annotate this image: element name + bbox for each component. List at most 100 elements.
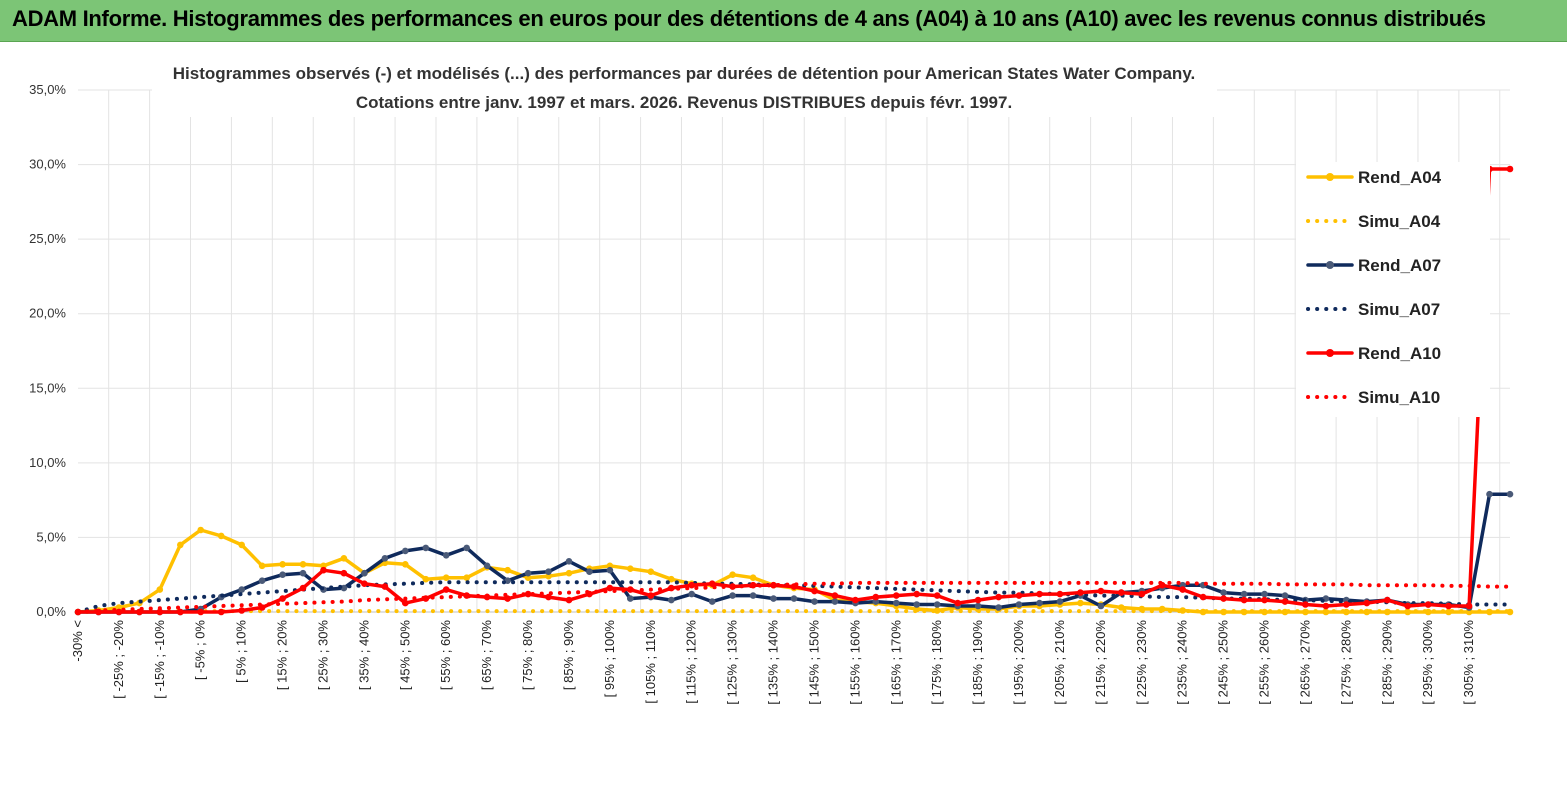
series-Simu_A10 [76,580,1512,614]
x-tick-label: [ 185% ; 190% [970,620,985,705]
x-tick-label: [ 95% ; 100% [602,620,617,698]
page-title: ADAM Informe. Histogrammes des performan… [12,6,1486,31]
data-point [1015,592,1023,599]
data-point [708,580,716,587]
data-point [749,574,757,581]
data-point [361,580,368,587]
data-point [156,586,164,593]
data-point [1322,602,1330,610]
data-point [1036,599,1043,607]
data-point [1077,599,1084,607]
data-point [1220,595,1227,602]
data-point [340,555,348,562]
data-point [1404,602,1411,610]
data-point [668,575,675,583]
data-point [1179,607,1186,614]
data-point [933,601,941,608]
data-point [402,561,409,568]
data-point [647,568,655,575]
data-point [1343,601,1350,608]
x-tick-label: [ 115% ; 120% [684,620,699,704]
data-point [1486,490,1493,498]
data-point [1302,601,1309,608]
data-point [197,608,204,616]
x-tick-label: [ 75% ; 80% [520,620,535,691]
line-chart: 0,0% 5,0% 10,0% 15,0% 20,0% 25,0% 30,0% 35,0% -3… [0,42,1567,789]
data-point [1445,602,1452,610]
chart-title: Histogrammes observés (-) et modélisés (… [173,64,1195,83]
legend-label: Rend_A04 [1358,168,1442,187]
data-point [729,592,736,599]
data-point [586,568,593,575]
data-point [627,595,634,602]
data-point [954,599,961,607]
data-point [1118,604,1125,611]
legend-entry: Rend_A07 [1306,256,1441,275]
data-point [995,593,1002,601]
x-tick-label: [ 145% ; 150% [806,620,821,705]
data-point [340,569,348,577]
data-point [483,562,491,570]
data-point [299,584,307,592]
data-point [217,608,225,616]
data-point [565,558,573,565]
data-point [647,592,655,599]
data-point [770,581,777,589]
x-tick-label: -30% < [70,620,85,662]
data-point [545,593,552,601]
x-tick-label: [ 255% ; 260% [1257,620,1272,705]
x-tick-label: [ 305% ; 310% [1461,620,1476,705]
data-point [606,584,614,592]
data-point [504,566,511,574]
data-point [1281,592,1289,599]
x-tick-label: [ 265% ; 270% [1297,620,1312,705]
data-point [279,595,286,602]
x-tick-label: [ 45% ; 50% [397,620,412,691]
data-point [933,592,941,599]
x-tick-label: [ 215% ; 220% [1093,620,1108,705]
data-point [197,526,204,534]
data-point [1056,590,1064,598]
x-tick-label: [ 155% ; 160% [847,620,862,705]
data-point [1363,599,1371,607]
x-tick-label: [ 225% ; 230% [1134,620,1149,705]
data-point [831,592,839,599]
data-point [852,596,859,604]
data-point [749,592,757,599]
x-tick-label: [ -25% ; -20% [111,620,126,699]
series-Rend_A10 [74,165,1514,616]
data-point [1138,590,1146,598]
legend-entry: Rend_A04 [1306,168,1442,187]
legend-backdrop [1296,162,1490,417]
legend-marker [1326,173,1334,181]
x-tick-label: [ 235% ; 240% [1175,620,1190,705]
data-point [442,574,450,581]
x-tick-label: [ 15% ; 20% [275,620,290,691]
x-tick-label: [ 165% ; 170% [888,620,903,705]
data-point [299,569,307,577]
data-point [1506,490,1514,498]
data-point [1118,589,1125,596]
data-point [729,571,736,578]
x-tick-label: [ 275% ; 280% [1338,620,1353,705]
data-point [504,595,511,602]
data-point [238,607,245,614]
data-point [1261,596,1268,604]
data-point [565,569,573,577]
chart-area: 0,0% 5,0% 10,0% 15,0% 20,0% 25,0% 30,0% 35,0% -3… [0,42,1567,789]
legend-entry: Rend_A10 [1306,344,1441,363]
data-point [258,562,266,570]
data-point [708,598,716,605]
data-point [1240,590,1248,598]
data-point [811,587,818,595]
data-point [893,599,900,607]
data-point [1036,590,1043,598]
data-point [279,571,286,578]
legend-label: Simu_A04 [1358,212,1441,231]
data-point [1465,602,1473,610]
data-point [1077,589,1084,596]
data-point [361,569,368,577]
x-tick-label: [ 285% ; 290% [1379,620,1394,705]
legend-label: Simu_A07 [1358,300,1440,319]
data-point [299,561,307,568]
